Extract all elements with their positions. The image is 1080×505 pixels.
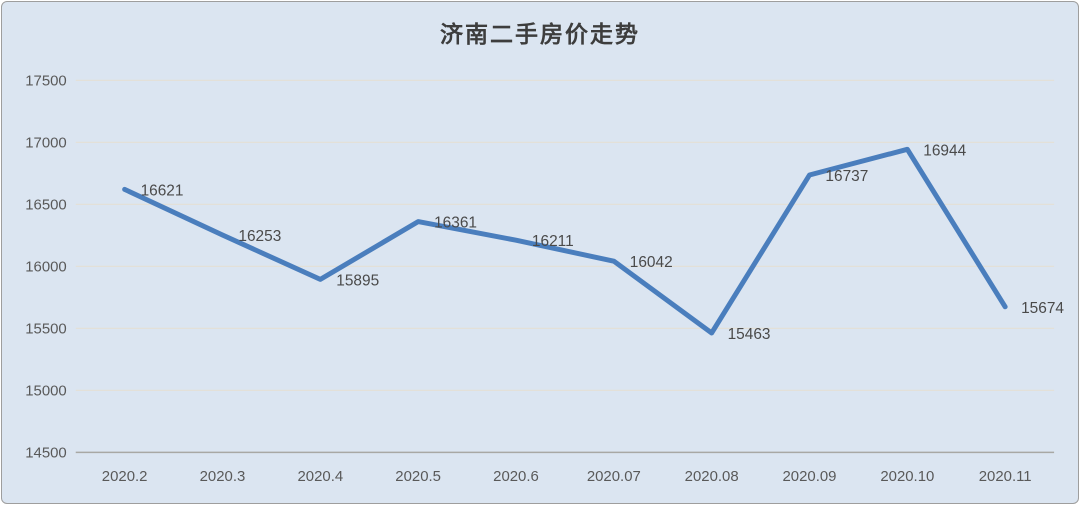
y-axis-tick-label: 14500 (25, 445, 67, 461)
x-axis-tick-label: 2020.11 (979, 469, 1032, 485)
data-label: 16737 (825, 168, 868, 185)
data-label: 15463 (728, 326, 771, 343)
x-axis-tick-label: 2020.4 (297, 469, 343, 485)
x-axis-tick-label: 2020.3 (200, 469, 246, 485)
data-label: 15674 (1021, 300, 1064, 317)
data-label: 16253 (238, 228, 281, 245)
x-axis-tick-label: 2020.09 (782, 469, 836, 485)
y-axis-tick-label: 15500 (25, 321, 67, 337)
y-axis-tick-label: 16500 (25, 197, 67, 213)
y-axis-tick-label: 16000 (25, 259, 67, 275)
x-axis-tick-label: 2020.5 (395, 469, 441, 485)
y-axis-tick-label: 17500 (25, 73, 67, 89)
x-axis-tick-label: 2020.08 (685, 469, 739, 485)
x-axis-tick-label: 2020.10 (880, 469, 934, 485)
x-axis-tick-label: 2020.07 (587, 469, 641, 485)
data-label: 16944 (923, 142, 966, 159)
x-axis-tick-label: 2020.6 (493, 469, 539, 485)
data-label: 16361 (434, 215, 477, 232)
data-label: 16211 (532, 233, 574, 250)
y-axis-tick-label: 17000 (25, 135, 67, 151)
y-axis-tick-label: 15000 (25, 383, 67, 399)
x-axis-tick-label: 2020.2 (102, 469, 148, 485)
data-label: 16621 (141, 182, 184, 199)
data-label: 15895 (336, 272, 379, 289)
data-label: 16042 (630, 254, 673, 271)
price-line-series (122, 146, 1008, 336)
chart-title: 济南二手房价走势 (440, 21, 640, 48)
